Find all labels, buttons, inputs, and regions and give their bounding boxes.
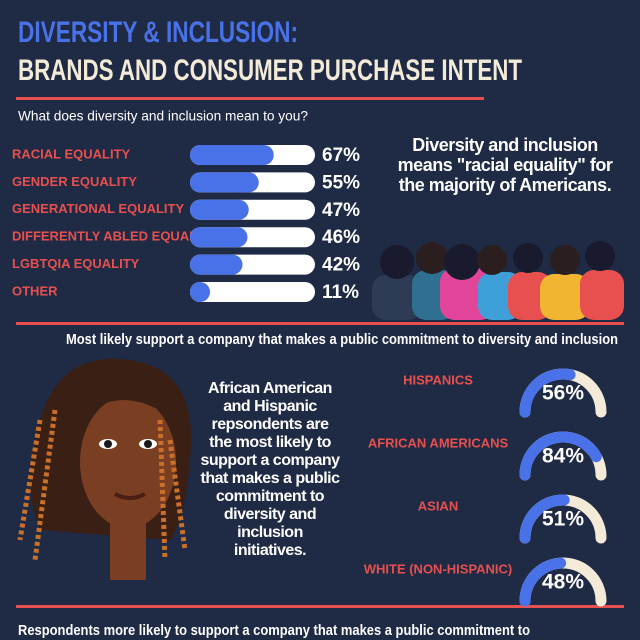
bar-track [190, 282, 315, 302]
people-illustration [372, 241, 624, 320]
bar-label: GENDER EQUALITY [12, 174, 137, 189]
gauge-label: AFRICAN AMERICANS [368, 435, 509, 450]
value-label: 55% [322, 172, 360, 193]
title: DIVERSITY & INCLUSION: [18, 16, 298, 49]
bar [190, 172, 259, 193]
bar-label: LGBTQIA EQUALITY [12, 256, 140, 271]
footer: Respondents more likely to support a com… [18, 622, 530, 639]
value-label: 42% [322, 255, 360, 276]
woman-illustration [17, 358, 192, 580]
bar [190, 254, 243, 275]
callout: Diversity and inclusion means "racial eq… [397, 135, 613, 195]
value-label: 46% [322, 227, 360, 248]
value-label: 51% [542, 508, 584, 531]
gauge-label: WHITE (NON-HISPANIC) [364, 561, 513, 576]
bar [190, 227, 248, 248]
value-label: 67% [322, 145, 360, 166]
divider [16, 605, 624, 608]
bar [190, 199, 249, 220]
bar [190, 145, 274, 165]
callout: African American and Hispanic repsondent… [200, 380, 340, 559]
value-label: 47% [322, 200, 360, 221]
chart-title: What does diversity and inclusion mean t… [18, 108, 308, 124]
bar-label: RACIAL EQUALITY [12, 146, 131, 161]
gauge-arc [519, 431, 602, 481]
gauge-arc [519, 557, 567, 607]
value-label: 48% [542, 571, 584, 594]
bar-label: GENERATIONAL EQUALITY [12, 201, 184, 216]
gauge-label: HISPANICS [403, 372, 473, 387]
value-label: 84% [542, 445, 584, 468]
divider [16, 322, 624, 325]
gauge-arc [519, 368, 576, 418]
value-label: 56% [542, 382, 584, 405]
bar-label: DIFFERENTLY ABLED EQUALITY [12, 229, 218, 244]
bar [190, 282, 210, 302]
gauge-arc [519, 494, 570, 544]
divider [16, 97, 484, 100]
bar-label: OTHER [12, 283, 58, 298]
chart-title: Most likely support a company that makes… [66, 331, 618, 348]
gauge-label: ASIAN [418, 498, 458, 513]
value-label: 11% [322, 282, 359, 303]
subtitle: BRANDS AND CONSUMER PURCHASE INTENT [18, 54, 522, 87]
